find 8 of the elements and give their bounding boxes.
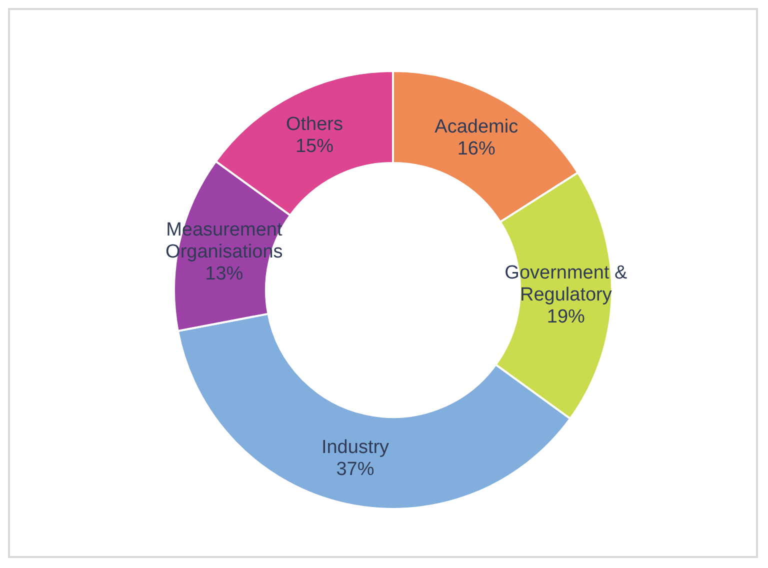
- slice-label: Academic: [434, 116, 518, 138]
- slice-label: Industry: [321, 437, 390, 458]
- data-label: 19%: [546, 306, 586, 328]
- data-label: 16%: [457, 138, 496, 160]
- data-label: 13%: [205, 263, 244, 284]
- slice-label: Others: [286, 114, 343, 136]
- data-label: 15%: [295, 136, 334, 158]
- data-label: 37%: [336, 459, 374, 480]
